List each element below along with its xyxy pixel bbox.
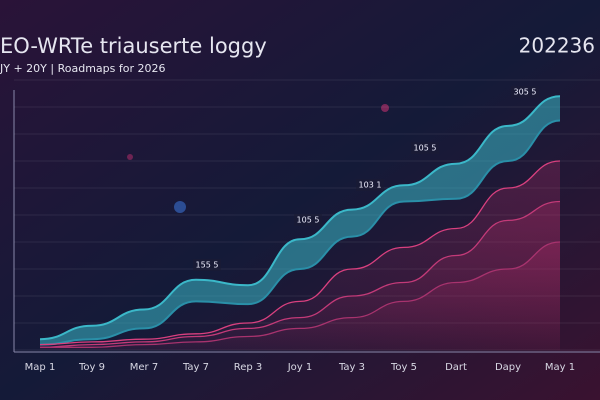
x-tick-label: Mer 7 bbox=[130, 362, 158, 373]
area bbox=[40, 242, 560, 350]
x-tick-label: Dart bbox=[445, 362, 467, 373]
glow bbox=[174, 201, 186, 213]
annotation-box bbox=[356, 179, 384, 191]
x-tick-label: Tay 3 bbox=[338, 362, 365, 373]
x-tick-label: Rep 3 bbox=[234, 362, 263, 373]
series-line bbox=[39, 160, 561, 346]
x-tick-label: Tay 7 bbox=[182, 362, 209, 373]
glow bbox=[381, 104, 389, 112]
series-line bbox=[39, 95, 561, 341]
annotation: 105 5 bbox=[297, 216, 320, 225]
x-tick-label: Map 1 bbox=[25, 362, 56, 373]
glow bbox=[127, 154, 133, 160]
x-tick-label: May 1 bbox=[545, 362, 575, 373]
series-line bbox=[39, 119, 561, 346]
series-line bbox=[39, 200, 561, 348]
annotation: 305 5 bbox=[514, 88, 537, 97]
annotation-box bbox=[511, 86, 539, 98]
x-tick-label: Joy 1 bbox=[287, 362, 313, 373]
series-line bbox=[39, 241, 561, 348]
badge: 202236 bbox=[519, 34, 595, 58]
x-tick-label: Dapy bbox=[495, 362, 521, 373]
annotation: 105 5 bbox=[414, 144, 437, 153]
chart-title: EO-WRTe triauserte loggy bbox=[0, 34, 267, 58]
annotation: 103 1 bbox=[359, 181, 382, 190]
annotation-box bbox=[294, 214, 322, 226]
annotation-box bbox=[411, 142, 439, 154]
annotation: 155 5 bbox=[196, 261, 219, 270]
annotation-box bbox=[193, 259, 221, 271]
x-tick-label: Toy 9 bbox=[78, 362, 105, 373]
x-tick-label: Toy 5 bbox=[390, 362, 417, 373]
chart-subtitle: JY + 20Y | Roadmaps for 2026 bbox=[0, 62, 165, 75]
